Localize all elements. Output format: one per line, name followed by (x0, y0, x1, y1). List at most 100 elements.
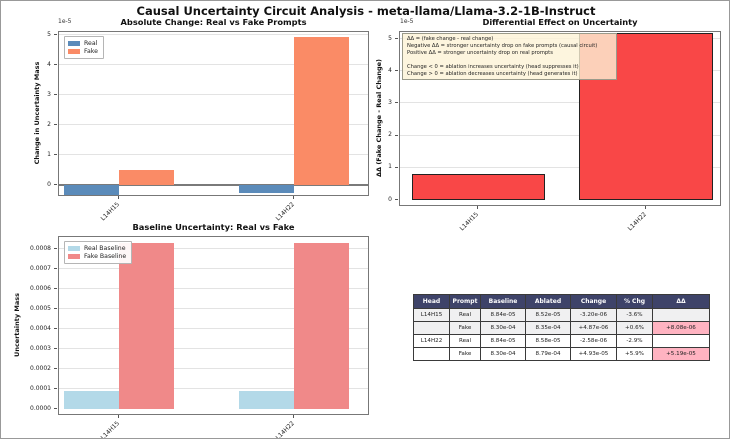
table-row: L14H15 Real 8.84e-05 8.52e-05 -3.20e-06 -3.6% (413, 308, 710, 322)
table-cell: +5.9% (616, 347, 653, 361)
y-tick-mark (395, 70, 398, 72)
x-tick-label-L14H15: L14H15 (99, 420, 121, 439)
x-tick-mark (293, 415, 294, 418)
legend-entry: Real Baseline (68, 245, 126, 252)
bar-real-baseline-L14H22 (239, 391, 294, 409)
legend-entry: Real (68, 40, 98, 47)
legend-entry: Fake Baseline (68, 253, 126, 260)
table-header-cell: Change (570, 294, 617, 309)
y-tick-label: 0.0004 (30, 324, 51, 332)
y-tick-mark (395, 134, 398, 136)
table-cell: -3.6% (616, 308, 653, 322)
x-tick-label-L14H15: L14H15 (458, 211, 480, 233)
legend-label: Real Baseline (84, 245, 126, 252)
y-tick-mark (54, 124, 57, 125)
panel-title-differential-effect: Differential Effect on Uncertainty (482, 17, 638, 27)
absolute-change-plot-area: Real Fake (58, 31, 369, 196)
y-tick-label: 0.0006 (30, 284, 51, 292)
y-tick-mark (395, 38, 398, 39)
table-cell: 8.84e-05 (480, 334, 526, 348)
gridline (59, 368, 368, 369)
x-tick-mark (118, 196, 119, 199)
table-cell: +0.6% (616, 321, 653, 335)
y-tick-label: 0.0002 (30, 364, 51, 372)
y-axis-label: Uncertainty Mass (13, 293, 21, 357)
annotation-text (407, 57, 612, 64)
annotation-text: Positive ΔΔ = stronger uncertainty drop … (407, 49, 553, 56)
y-tick-label: 4 (47, 60, 51, 68)
y-tick-mark (54, 308, 57, 309)
y-tick-mark (54, 64, 57, 65)
bar-fake-baseline-L14H22 (294, 243, 349, 409)
table-cell: +4.87e-06 (570, 321, 617, 335)
legend: Real Baseline Fake Baseline (64, 241, 133, 264)
table-cell: 8.79e-04 (525, 347, 571, 361)
differential-effect-plot-area: ΔΔ = (fake change - real change) Negative… (399, 31, 721, 206)
table-cell: L14H22 (413, 334, 450, 348)
y-tick-label: 0 (47, 180, 51, 188)
delta-delta-highlight-cell: +8.08e-06 (652, 321, 710, 335)
table-cell: 8.84e-05 (480, 308, 526, 322)
delta-delta-highlight-cell: +5.19e-05 (652, 347, 710, 361)
y-tick-label: 0.0005 (30, 304, 51, 312)
gridline (59, 348, 368, 349)
legend-swatch-icon (68, 41, 80, 46)
y-tick-mark (54, 368, 57, 369)
table-cell (652, 334, 710, 348)
results-table-header: Head Prompt Baseline Ablated Change% Chg ΔΔ (413, 294, 710, 309)
table-row: Fake 8.30e-04 8.35e-04 +4.87e-06 +0.6% +8.08e… (413, 321, 710, 335)
panel-title-baseline-uncertainty: Baseline Uncertainty: Real vs Fake (132, 222, 295, 232)
table-cell: 8.30e-04 (480, 321, 526, 335)
table-cell: Real (449, 334, 481, 348)
x-tick-mark (477, 206, 478, 209)
table-cell: Fake (449, 347, 481, 361)
y-tick-mark (54, 408, 57, 409)
table-cell (413, 347, 450, 361)
table-cell: Fake (449, 321, 481, 335)
legend-label: Fake (84, 48, 98, 55)
gridline (59, 154, 368, 155)
x-tick-mark (293, 196, 294, 199)
annotation-text: Negative ΔΔ = stronger uncertainty drop … (407, 42, 598, 49)
y-axis-offset-label: 1e-5 (58, 18, 72, 25)
bar-real-baseline-L14H15 (64, 391, 119, 409)
y-tick-label: 1 (47, 150, 51, 158)
table-header-cell: Baseline (480, 294, 526, 309)
y-tick-mark (54, 94, 57, 95)
y-tick-mark (54, 388, 57, 389)
table-header-cell: Ablated (525, 294, 571, 309)
y-tick-label: 0.0000 (30, 404, 51, 412)
table-cell: -3.20e-06 (570, 308, 617, 322)
table-cell: -2.9% (616, 334, 653, 348)
y-tick-mark (54, 328, 57, 329)
x-tick-mark (645, 206, 646, 209)
gridline (400, 102, 720, 104)
x-tick-label-L14H22: L14H22 (626, 211, 648, 233)
y-tick-label: 2 (47, 120, 51, 128)
table-cell: 8.30e-04 (480, 347, 526, 361)
zero-line (59, 184, 368, 186)
y-tick-mark (54, 268, 57, 269)
table-cell: Real (449, 308, 481, 322)
y-tick-label: 2 (388, 131, 392, 139)
table-header-cell: % Chg (616, 294, 653, 309)
y-axis-label: Change in Uncertainty Mass (33, 61, 41, 165)
panel-title-absolute-change: Absolute Change: Real vs Fake Prompts (120, 17, 307, 27)
y-tick-mark (54, 288, 57, 289)
x-tick-label-L14H22: L14H22 (274, 201, 296, 223)
gridline (59, 328, 368, 329)
y-tick-mark (54, 154, 57, 155)
y-tick-label: 5 (47, 30, 51, 38)
gridline (59, 64, 368, 65)
y-tick-mark (54, 348, 57, 349)
y-tick-label: 5 (388, 34, 392, 42)
legend-swatch-icon (68, 254, 80, 259)
y-axis-label: ΔΔ (Fake Change - Real Change) (375, 59, 383, 177)
bar-fake-L14H15 (119, 170, 174, 185)
bar-fake-L14H22 (294, 37, 349, 185)
legend-swatch-icon (68, 246, 80, 251)
legend-label: Real (84, 40, 98, 47)
gridline (59, 288, 368, 289)
y-tick-label: 0 (388, 195, 392, 203)
table-cell: -2.58e-06 (570, 334, 617, 348)
